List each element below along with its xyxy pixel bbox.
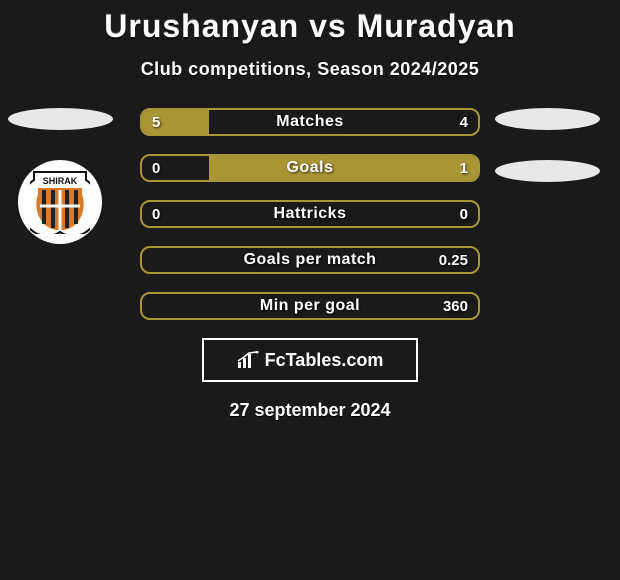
bar-label: Matches xyxy=(142,110,478,134)
bar-right-value: 0.25 xyxy=(439,248,468,272)
bar-label: Min per goal xyxy=(142,294,478,318)
stat-bar-row: 5Matches4 xyxy=(140,108,480,136)
left-player-placeholder xyxy=(8,108,113,130)
brand-box: FcTables.com xyxy=(202,338,418,382)
bar-label: Hattricks xyxy=(142,202,478,226)
bar-right-value: 0 xyxy=(460,202,468,226)
shirak-logo-icon: SHIRAK xyxy=(30,170,90,234)
bar-label: Goals per match xyxy=(142,248,478,272)
bar-right-value: 4 xyxy=(460,110,468,134)
svg-text:SHIRAK: SHIRAK xyxy=(43,176,78,186)
brand-text: FcTables.com xyxy=(265,350,384,371)
date-label: 27 september 2024 xyxy=(0,400,620,421)
stat-bars: 5Matches40Goals10Hattricks0Goals per mat… xyxy=(140,108,480,320)
bar-chart-icon xyxy=(237,351,259,369)
left-player-column: SHIRAK xyxy=(8,108,113,244)
stat-bar-row: 0Hattricks0 xyxy=(140,200,480,228)
stat-bar-row: 0Goals1 xyxy=(140,154,480,182)
subtitle: Club competitions, Season 2024/2025 xyxy=(0,59,620,80)
right-player-column xyxy=(495,108,600,182)
comparison-panel: SHIRAK 5Matches40Goals10Hattricks0Goals … xyxy=(0,108,620,320)
right-team-placeholder xyxy=(495,160,600,182)
right-player-placeholder xyxy=(495,108,600,130)
page-title: Urushanyan vs Muradyan xyxy=(0,0,620,45)
stat-bar-row: Goals per match0.25 xyxy=(140,246,480,274)
bar-right-value: 360 xyxy=(443,294,468,318)
stat-bar-row: Min per goal360 xyxy=(140,292,480,320)
bar-right-value: 1 xyxy=(460,156,468,180)
bar-label: Goals xyxy=(142,156,478,180)
left-team-badge: SHIRAK xyxy=(18,160,102,244)
